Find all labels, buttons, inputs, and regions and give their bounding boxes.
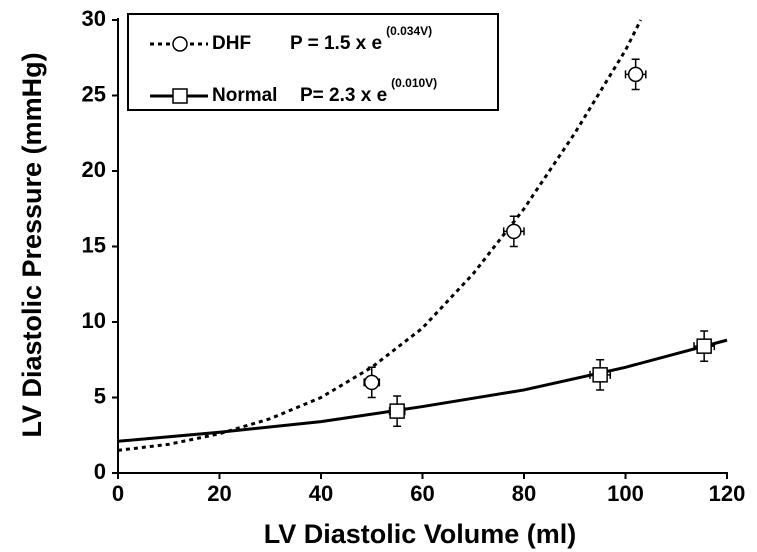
x-axis-label: LV Diastolic Volume (ml) [264,519,577,549]
data-point [364,374,380,391]
x-tick-label: 40 [309,481,333,506]
y-tick-label: 5 [94,383,106,408]
legend-equation: P= 2.3 x e [300,85,387,106]
data-point [592,367,608,383]
x-tick-label: 80 [512,481,536,506]
data-point [627,66,644,83]
legend-marker [172,88,188,104]
legend-label: DHF [212,33,251,54]
y-tick-label: 25 [82,81,106,106]
x-tick-label: 120 [709,481,746,506]
data-point [696,338,712,354]
y-tick-label: 20 [82,157,106,182]
legend-label: Normal [212,85,277,106]
y-axis-label: LV Diastolic Pressure (mmHg) [17,52,47,437]
y-tick-label: 0 [94,459,106,484]
fit-curve [117,338,728,443]
x-tick-label: 100 [607,481,644,506]
data-point [389,403,405,419]
legend-exponent: (0.034V) [386,24,432,38]
y-tick-label: 10 [82,308,106,333]
legend-marker [172,36,188,52]
x-tick-label: 60 [410,481,434,506]
x-tick-label: 20 [207,481,231,506]
legend-box [127,13,499,111]
legend-exponent: (0.010V) [391,76,437,90]
y-tick-label: 30 [82,6,106,31]
legend-equation: P = 1.5 x e [290,33,382,54]
x-tick-label: 0 [112,481,124,506]
y-tick-label: 15 [82,232,106,257]
data-point [506,223,522,240]
